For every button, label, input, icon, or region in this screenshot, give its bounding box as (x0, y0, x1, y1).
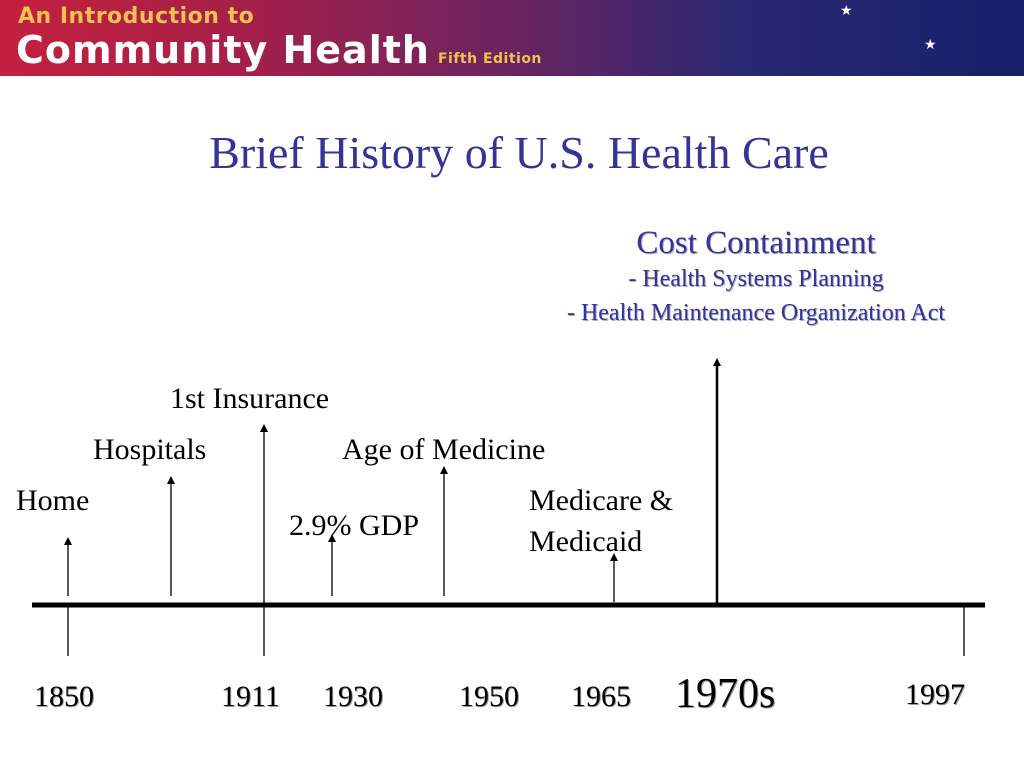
event-medicare-line1: Medicare & (529, 484, 674, 517)
year-label: 1950 (459, 680, 519, 713)
event-age-of-medicine: Age of Medicine (342, 433, 546, 466)
cost-containment-item: - Health Systems Planning (628, 266, 884, 292)
year-label: 1930 (323, 680, 383, 713)
year-label: 1850 (34, 680, 94, 713)
event-medicare-line2: Medicaid (529, 525, 643, 558)
cost-containment-block: Cost Containment - Health Systems Planni… (500, 224, 1012, 330)
year-label: 1997 (905, 678, 965, 711)
event-home: Home (16, 484, 90, 517)
cost-containment-heading: Cost Containment (636, 225, 876, 261)
cost-containment-item: - Health Maintenance Organization Act (566, 300, 946, 326)
banner-edition: Fifth Edition (437, 51, 542, 67)
header-banner: An Introduction to Community Health Fifth… (0, 0, 1024, 76)
event-gdp: 2.9% GDP (289, 509, 420, 542)
event-first-insurance: 1st Insurance (170, 382, 330, 415)
year-label: 1911 (221, 680, 280, 713)
star-icon: ★ (840, 3, 853, 19)
banner-title: Community Health Fifth Edition (16, 28, 542, 72)
star-icon: ★ (924, 37, 937, 53)
event-hospitals: Hospitals (93, 433, 207, 466)
year-label: 1970s (675, 671, 776, 717)
year-label: 1965 (571, 680, 631, 713)
banner-title-text: Community Health (16, 28, 430, 72)
banner-subtitle: An Introduction to (18, 4, 255, 29)
page-title: Brief History of U.S. Health Care (209, 127, 829, 178)
